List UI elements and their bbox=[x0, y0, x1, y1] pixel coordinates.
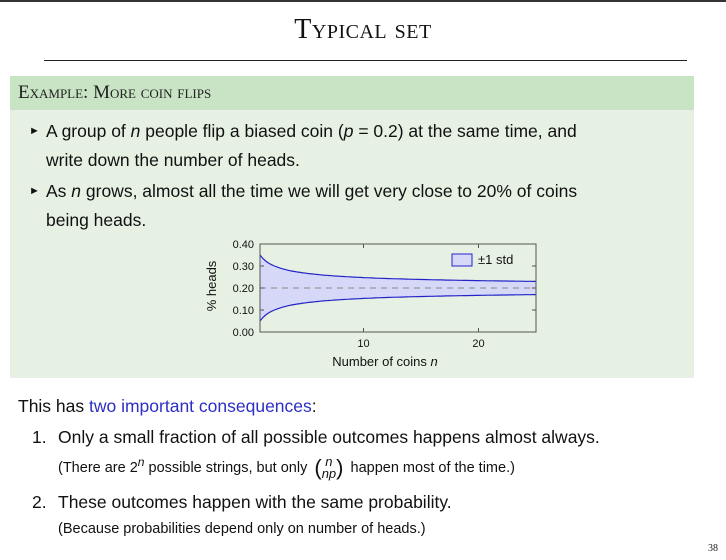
bullet-arrow-icon: ► bbox=[29, 125, 40, 137]
bullet-item-1: ► A group of n people flip a biased coin… bbox=[29, 117, 670, 175]
slide-title: Typical set bbox=[294, 14, 432, 45]
bullet-arrow-icon: ► bbox=[29, 185, 40, 197]
legend: ±1 std bbox=[451, 252, 513, 267]
lower-std-line bbox=[259, 293, 536, 322]
bullet-text-1: A group of n people flip a biased coin (… bbox=[46, 121, 577, 170]
title-divider bbox=[44, 60, 687, 61]
y-tick-label: 0.20 bbox=[233, 283, 254, 295]
y-tick-label: 0.00 bbox=[233, 327, 254, 339]
plot-area: 0.00 0.10 0.20 0.30 0.40 10 20 bbox=[233, 239, 537, 350]
y-tick-label: 0.40 bbox=[233, 239, 254, 251]
legend-swatch bbox=[451, 253, 473, 267]
upper-std-line bbox=[259, 254, 536, 283]
example-header: Example: More coin flips bbox=[10, 76, 694, 110]
legend-label: ±1 std bbox=[478, 252, 513, 267]
example-block: Example: More coin flips bbox=[10, 76, 694, 378]
binomial-coefficient: (n np) bbox=[314, 454, 344, 481]
y-axis-label: % heads bbox=[204, 260, 219, 311]
page-number: 38 bbox=[708, 543, 718, 554]
highlight-text: two important consequences bbox=[89, 396, 312, 416]
y-tick-label: 0.10 bbox=[233, 305, 254, 317]
list-item-2-note: (Because probabilities depend only on nu… bbox=[58, 521, 426, 537]
x-tick-label: 10 bbox=[357, 338, 369, 350]
coin-flip-chart: 0.00 0.10 0.20 0.30 0.40 10 20 % heads Number … bbox=[204, 239, 537, 369]
top-border bbox=[0, 0, 726, 2]
list-item-1-note: (There are 2n possible strings, but only… bbox=[58, 454, 515, 481]
x-tick-label: 20 bbox=[472, 338, 484, 350]
bullet-item-2: ► As n grows, almost all the time we wil… bbox=[29, 177, 670, 235]
consequences-intro: This has two important consequences: bbox=[18, 396, 317, 416]
bullet-text-2: As n grows, almost all the time we will … bbox=[46, 181, 578, 230]
list-item-1: 1. Only a small fraction of all possible … bbox=[32, 427, 600, 447]
x-axis-label: Number of coins n bbox=[332, 354, 438, 369]
y-tick-label: 0.30 bbox=[233, 261, 254, 273]
list-item-2: 2. These outcomes happen with the same pr… bbox=[32, 492, 452, 512]
example-title: Example: More coin flips bbox=[18, 82, 212, 103]
